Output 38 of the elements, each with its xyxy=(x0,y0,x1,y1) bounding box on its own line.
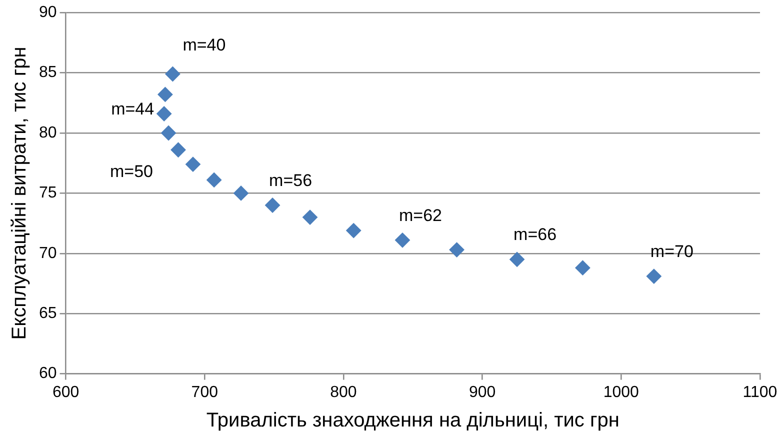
point xyxy=(449,242,464,258)
y-tick-label: 90 xyxy=(39,4,57,22)
x-tick-label: 800 xyxy=(330,384,357,401)
point xyxy=(510,252,525,267)
annotation: m=70 xyxy=(650,242,694,261)
point xyxy=(234,186,249,201)
y-axis-title: Експлуатаційні витрати, тис грн xyxy=(8,46,31,340)
point xyxy=(170,142,186,158)
annotation: m=66 xyxy=(514,225,557,244)
y-tick-label: 60 xyxy=(39,365,57,382)
annotation: m=44 xyxy=(111,99,154,118)
y-tick-label: 75 xyxy=(39,184,57,202)
x-tick-label: 1100 xyxy=(742,384,778,401)
point xyxy=(346,223,362,238)
annotation: m=56 xyxy=(269,170,312,190)
point xyxy=(394,232,410,248)
point xyxy=(165,66,180,82)
point xyxy=(646,268,662,284)
point xyxy=(158,86,173,102)
y-tick-label: 70 xyxy=(39,244,57,262)
y-tick-label: 80 xyxy=(39,124,57,142)
point xyxy=(185,156,200,172)
point xyxy=(156,106,172,122)
point xyxy=(206,172,222,188)
x-tick-label: 1000 xyxy=(603,384,640,401)
annotation: m=40 xyxy=(182,36,226,55)
point xyxy=(161,126,176,140)
point xyxy=(575,260,590,276)
y-tick-label: 85 xyxy=(39,64,57,82)
point xyxy=(265,198,280,213)
annotation: m=62 xyxy=(398,206,442,225)
x-axis-title: Тривалість знаходження на дільниці, тис грн xyxy=(206,410,620,432)
point xyxy=(302,210,318,225)
annotation: m=50 xyxy=(110,162,153,181)
x-tick-label: 600 xyxy=(52,384,80,401)
x-tick-label: 700 xyxy=(191,384,218,401)
x-tick-label: 900 xyxy=(468,384,496,401)
y-tick-label: 65 xyxy=(39,305,57,322)
